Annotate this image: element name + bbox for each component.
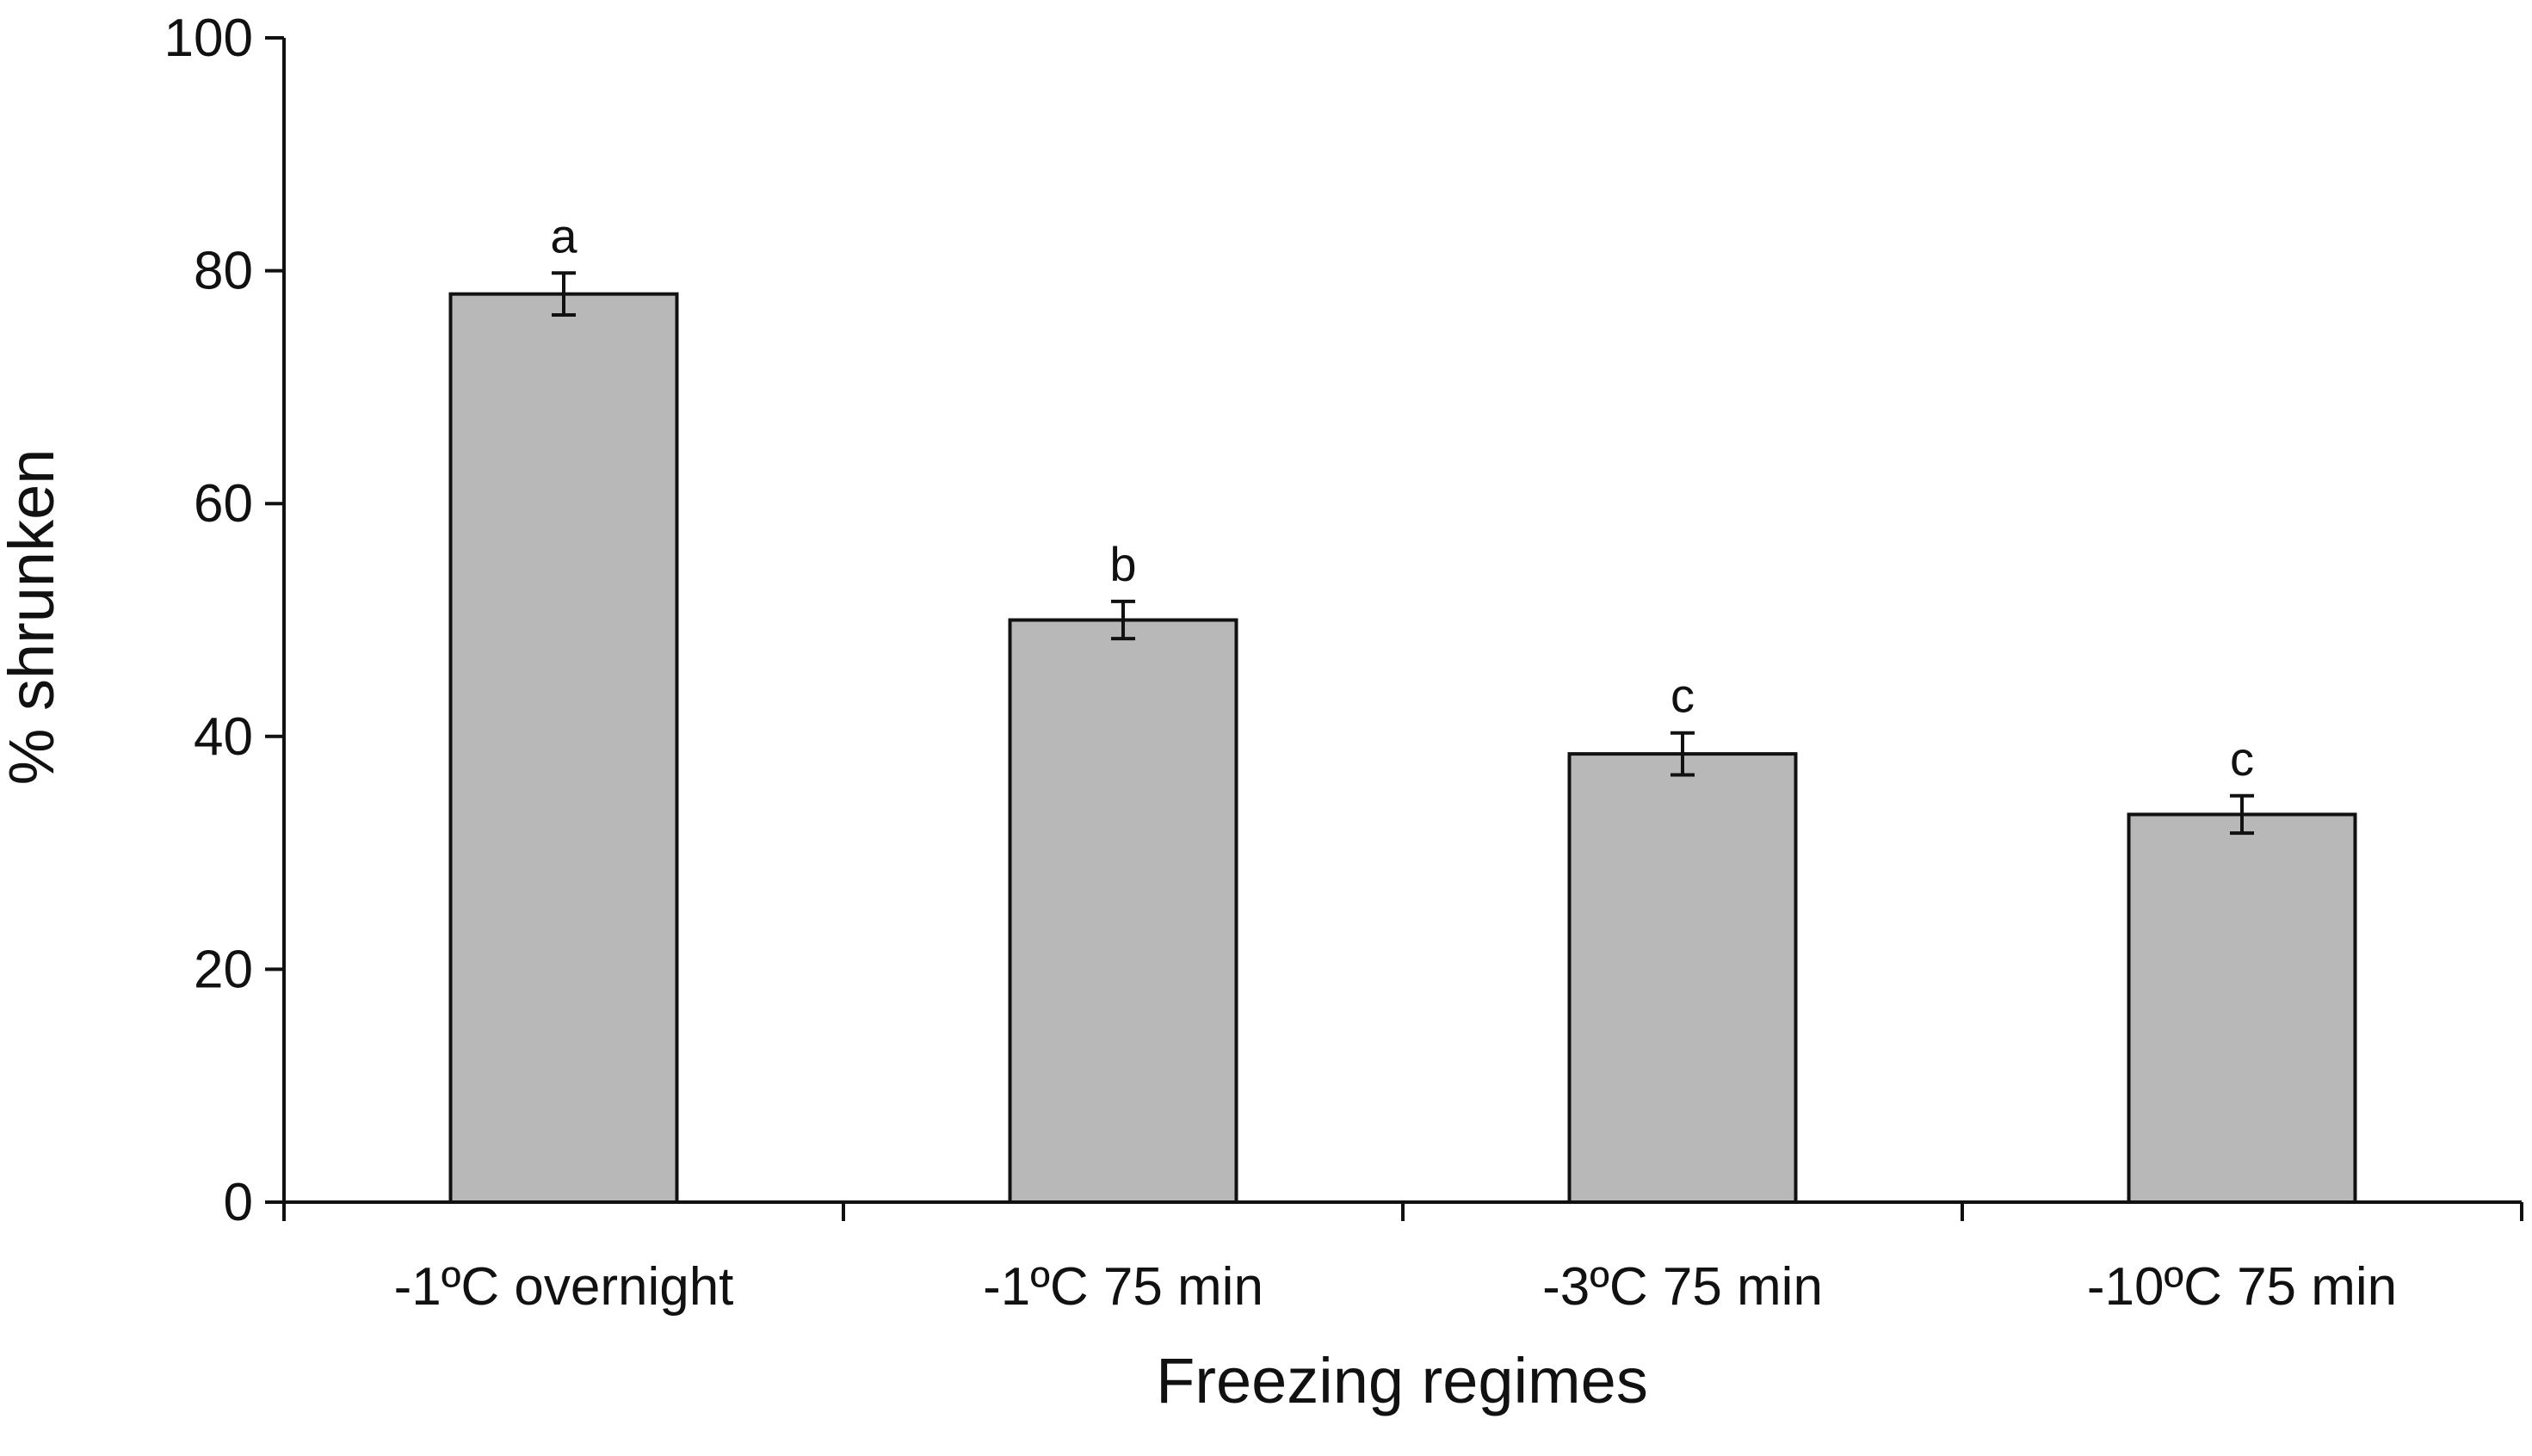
y-tick-label: 100 xyxy=(164,9,253,68)
x-tick-label: -3ºC 75 min xyxy=(1542,1257,1823,1317)
x-tick-label: -1ºC 75 min xyxy=(983,1257,1263,1317)
significance-label: c xyxy=(2230,731,2254,786)
y-tick-label: 80 xyxy=(194,242,253,301)
bar xyxy=(1008,618,1238,1204)
x-tick-label: -10ºC 75 min xyxy=(2087,1257,2397,1317)
x-axis: -1ºC overnight -1ºC 75 min -3ºC 75 min -10º… xyxy=(282,1200,2523,1317)
y-tick-label: 20 xyxy=(194,940,253,999)
y-tick-label: 60 xyxy=(194,474,253,534)
x-axis-title: Freezing regimes xyxy=(1156,1345,1648,1416)
x-tick-label: -1ºC overnight xyxy=(394,1257,734,1317)
bars-group: a b c c xyxy=(448,208,2357,1204)
bar xyxy=(448,292,679,1204)
bar xyxy=(1567,752,1798,1204)
y-tick-label: 40 xyxy=(194,707,253,767)
y-tick-label: 0 xyxy=(224,1173,253,1232)
significance-label: c xyxy=(1671,669,1695,723)
y-axis: 0 20 40 60 80 100 xyxy=(164,9,286,1232)
bar xyxy=(2127,812,2357,1204)
significance-label: b xyxy=(1109,537,1136,591)
y-axis-title: % shrunken xyxy=(0,449,67,786)
significance-label: a xyxy=(550,208,577,262)
